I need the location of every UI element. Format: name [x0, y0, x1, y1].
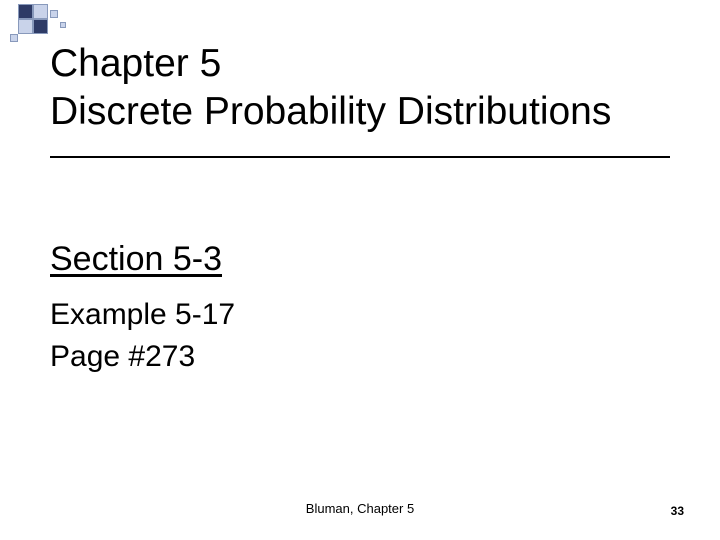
deco-square [50, 10, 58, 18]
deco-square [18, 19, 33, 34]
deco-square [33, 4, 48, 19]
title-line-1: Chapter 5 [50, 40, 611, 88]
section-heading: Section 5-3 [50, 240, 222, 279]
deco-square [60, 22, 66, 28]
deco-square [10, 34, 18, 42]
example-label: Example 5-17 [50, 298, 235, 332]
title-line-2: Discrete Probability Distributions [50, 88, 611, 136]
footer-source: Bluman, Chapter 5 [0, 501, 720, 516]
title-underline [50, 156, 670, 158]
deco-square [18, 4, 33, 19]
deco-square [33, 19, 48, 34]
slide-title: Chapter 5 Discrete Probability Distribut… [50, 40, 611, 135]
page-reference: Page #273 [50, 340, 195, 374]
footer-page-number: 33 [671, 504, 684, 518]
